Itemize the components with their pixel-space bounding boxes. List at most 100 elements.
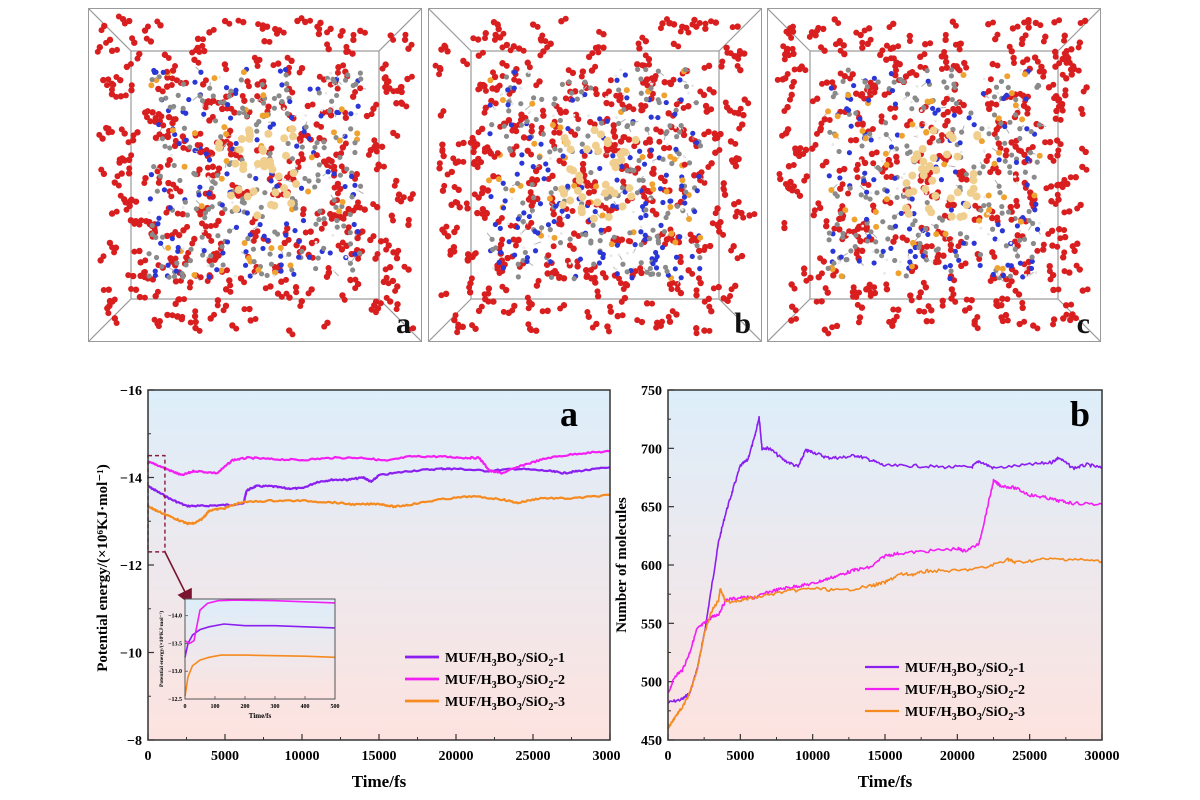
oxygen-atom xyxy=(781,56,788,63)
hydrogen-atom xyxy=(294,164,298,168)
carbon-atom xyxy=(664,129,670,135)
oxygen-atom xyxy=(164,132,171,139)
oxygen-atom xyxy=(790,78,797,86)
oxygen-atom xyxy=(131,248,138,255)
nitrogen-atom xyxy=(487,131,493,137)
carbon-atom xyxy=(958,129,965,135)
oxygen-atom xyxy=(1006,43,1013,50)
nitrogen-atom xyxy=(909,196,915,202)
carbon-atom xyxy=(177,177,183,184)
oxygen-atom xyxy=(469,322,476,329)
oxygen-atom xyxy=(325,45,332,53)
hydrogen-atom xyxy=(527,71,531,74)
nitrogen-atom xyxy=(147,196,153,202)
carbon-atom xyxy=(1031,174,1037,180)
carbon-atom xyxy=(547,149,553,155)
nitrogen-atom xyxy=(535,230,541,236)
nitrogen-atom xyxy=(1024,126,1030,132)
carbon-atom xyxy=(552,146,558,152)
hydrogen-atom xyxy=(987,126,991,130)
oxygen-atom xyxy=(663,16,670,23)
silicon-atom xyxy=(593,198,602,207)
oxygen-atom xyxy=(309,101,316,108)
nitrogen-atom xyxy=(892,101,899,107)
oxygen-atom xyxy=(974,313,981,320)
boron-atom xyxy=(260,92,267,99)
carbon-atom xyxy=(900,193,907,199)
oxygen-atom xyxy=(345,205,352,213)
oxygen-atom xyxy=(783,47,791,54)
oxygen-atom xyxy=(520,47,527,54)
nitrogen-atom xyxy=(1033,201,1039,207)
oxygen-atom xyxy=(1062,55,1069,62)
nitrogen-atom xyxy=(971,240,977,246)
oxygen-atom xyxy=(1052,115,1060,122)
carbon-atom xyxy=(619,185,626,191)
boron-atom xyxy=(354,130,361,137)
carbon-atom xyxy=(540,131,546,137)
oxygen-atom xyxy=(533,327,540,334)
oxygen-atom xyxy=(125,139,132,146)
boron-atom xyxy=(509,187,516,194)
boron-atom xyxy=(842,207,849,214)
carbon-atom xyxy=(941,79,947,85)
nitrogen-atom xyxy=(990,271,996,278)
boron-atom xyxy=(909,121,916,128)
hydrogen-atom xyxy=(328,176,332,180)
silicon-atom xyxy=(566,196,575,205)
carbon-atom xyxy=(640,177,646,184)
legend-label-3: MUF/H3​BO3​/SiO2​-3 xyxy=(445,695,565,713)
oxygen-atom xyxy=(109,81,117,88)
oxygen-atom xyxy=(172,228,179,235)
silicon-atom xyxy=(253,211,262,220)
hydrogen-atom xyxy=(871,250,875,254)
oxygen-atom xyxy=(352,276,359,283)
silicon-atom xyxy=(919,157,928,166)
carbon-atom xyxy=(334,92,340,99)
oxygen-atom xyxy=(401,263,408,270)
nitrogen-atom xyxy=(689,253,695,260)
oxygen-atom xyxy=(1049,242,1056,249)
oxygen-atom xyxy=(1017,90,1024,97)
oxygen-atom xyxy=(677,253,684,260)
silicon-atom xyxy=(237,134,246,143)
oxygen-atom xyxy=(143,35,150,42)
x-tick-label: 25000 xyxy=(516,749,551,764)
oxygen-atom xyxy=(255,21,262,28)
carbon-atom xyxy=(853,232,859,238)
nitrogen-atom xyxy=(868,137,874,143)
carbon-atom xyxy=(302,175,308,182)
carbon-atom xyxy=(1007,273,1014,279)
silicon-atom xyxy=(289,169,298,178)
plot-frame xyxy=(667,389,1103,741)
oxygen-atom xyxy=(528,127,535,135)
carbon-atom xyxy=(950,126,956,133)
carbon-atom xyxy=(337,154,343,160)
oxygen-atom xyxy=(470,148,477,156)
oxygen-atom xyxy=(189,49,196,56)
oxygen-atom xyxy=(820,25,827,33)
boron-atom xyxy=(873,223,880,230)
oxygen-atom xyxy=(823,79,831,86)
carbon-atom xyxy=(1014,253,1021,259)
boron-atom xyxy=(486,177,493,184)
silicon-atom xyxy=(562,138,571,147)
oxygen-atom xyxy=(638,318,646,326)
nitrogen-atom xyxy=(992,236,998,242)
oxygen-atom xyxy=(296,135,303,142)
boron-atom xyxy=(241,239,248,246)
hydrogen-atom xyxy=(933,119,937,123)
series-line-2 xyxy=(147,449,611,477)
oxygen-atom xyxy=(1061,32,1068,39)
oxygen-atom xyxy=(890,44,897,51)
silicon-atom xyxy=(972,192,981,201)
nitrogen-atom xyxy=(545,167,551,173)
oxygen-atom xyxy=(129,35,136,42)
oxygen-atom xyxy=(853,166,860,173)
oxygen-atom xyxy=(579,68,587,75)
oxygen-atom xyxy=(945,202,952,209)
oxygen-atom xyxy=(585,199,592,206)
oxygen-atom xyxy=(391,182,398,189)
oxygen-atom xyxy=(254,62,261,69)
oxygen-atom xyxy=(402,31,409,38)
